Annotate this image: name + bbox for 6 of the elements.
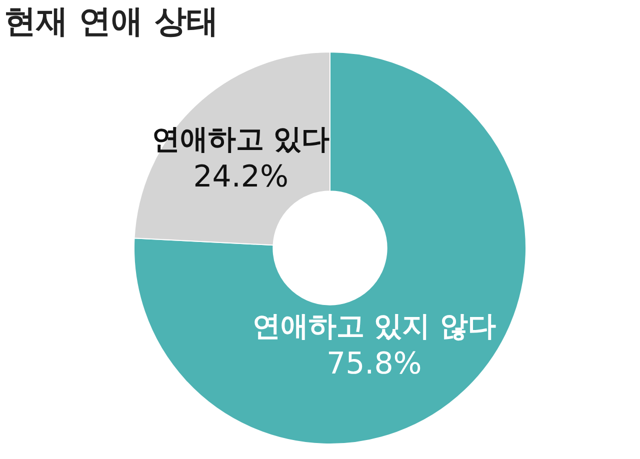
data-label: 75.8% (326, 346, 422, 382)
slice-label: 연애하고 있지 않다 (252, 310, 496, 343)
slice-label: 연애하고 있다 (152, 122, 330, 156)
data-label: 24.2% (193, 159, 289, 194)
donut-slice (134, 52, 526, 444)
chart-title: 현재 연애 상태 (4, 2, 218, 40)
